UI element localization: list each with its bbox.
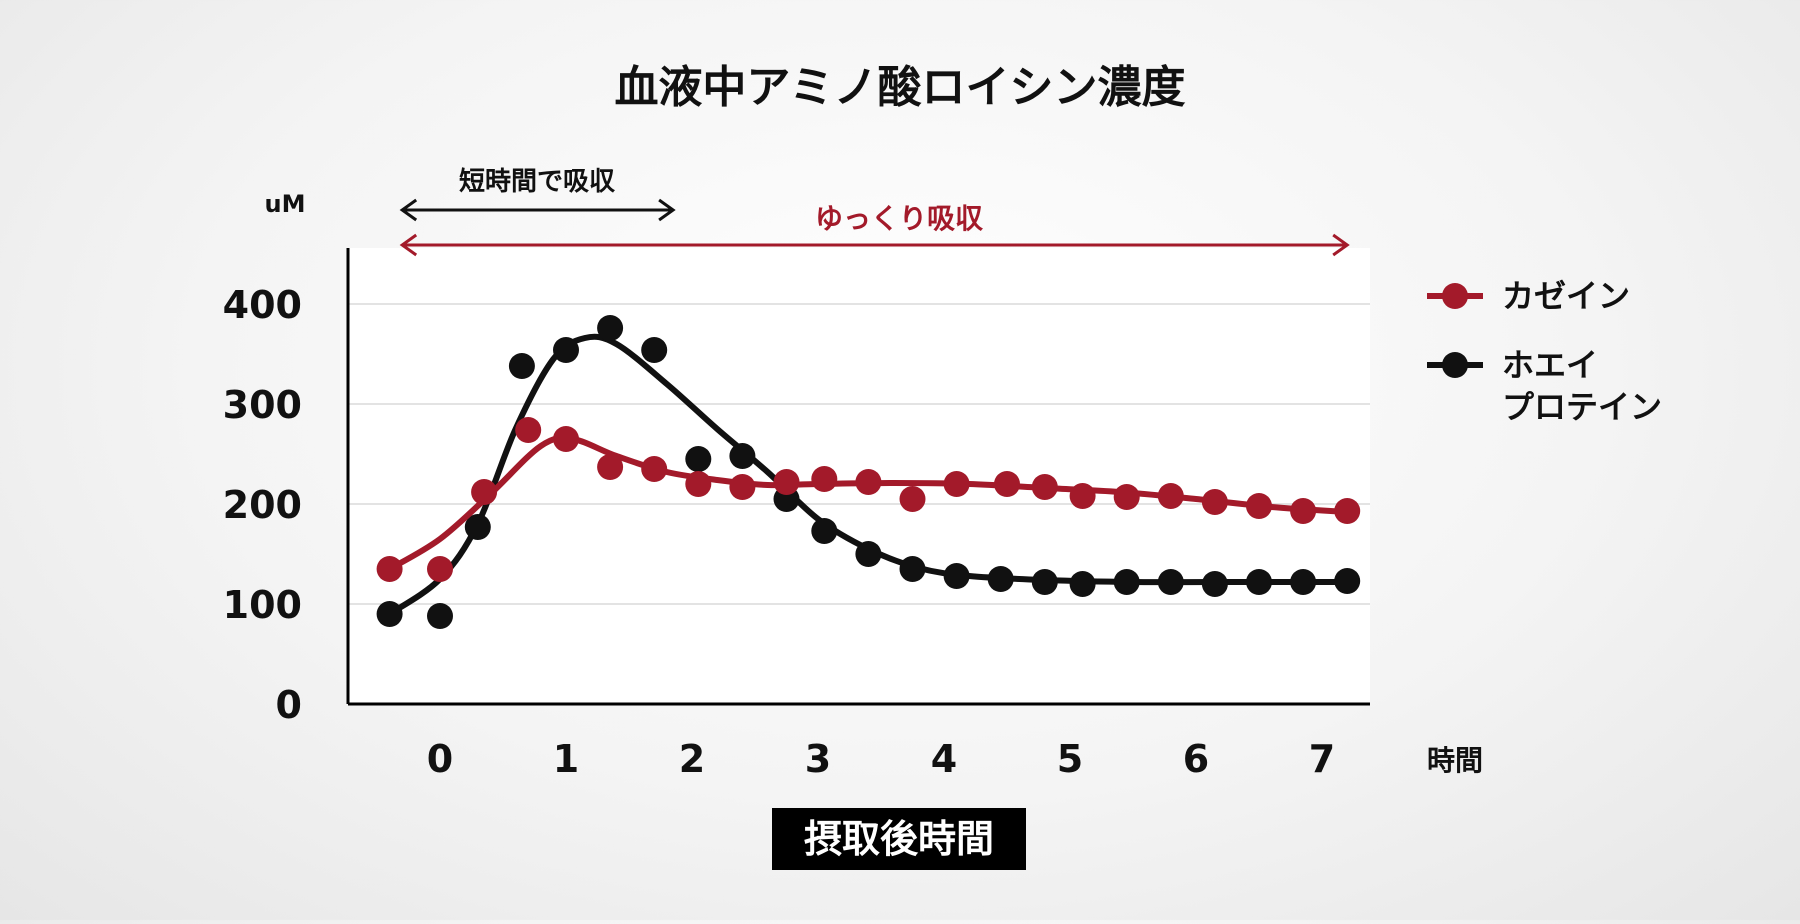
data-point-whey-15[interactable] xyxy=(1031,569,1058,595)
data-point-casein-20[interactable] xyxy=(1246,493,1272,519)
data-point-whey-18[interactable] xyxy=(1157,569,1184,595)
data-point-whey-17[interactable] xyxy=(1113,569,1140,595)
series-whey xyxy=(376,315,1361,629)
legend-label-casein: カゼイン xyxy=(1502,277,1630,315)
data-point-whey-14[interactable] xyxy=(987,566,1014,592)
data-point-casein-0[interactable] xyxy=(376,556,403,582)
data-point-casein-1[interactable] xyxy=(427,556,453,582)
y-tick-label-400: 400 xyxy=(223,283,302,327)
y-tick-label-300: 300 xyxy=(223,383,302,427)
data-point-casein-8[interactable] xyxy=(729,474,756,500)
data-point-whey-22[interactable] xyxy=(1334,568,1361,594)
annotation-slow-arrow-head-left xyxy=(399,233,418,257)
data-point-whey-11[interactable] xyxy=(855,541,882,567)
data-point-casein-9[interactable] xyxy=(773,469,800,495)
data-point-casein-21[interactable] xyxy=(1290,498,1317,524)
data-point-whey-10[interactable] xyxy=(811,518,838,544)
x-axis-title-background xyxy=(772,808,1026,870)
legend-label-whey-line1: ホエイ xyxy=(1502,346,1598,384)
x-tick-label-3: 3 xyxy=(805,737,831,781)
data-point-casein-15[interactable] xyxy=(1031,474,1058,500)
series-layer xyxy=(376,315,1361,629)
x-tick-label-6: 6 xyxy=(1183,737,1209,781)
y-tick-label-0: 0 xyxy=(276,683,302,727)
data-point-casein-18[interactable] xyxy=(1157,483,1184,509)
data-point-casein-6[interactable] xyxy=(641,456,668,482)
x-tick-labels: 0 1 2 3 4 5 6 7 xyxy=(427,737,1335,781)
data-point-casein-3[interactable] xyxy=(515,417,542,443)
data-point-whey-8[interactable] xyxy=(729,443,756,469)
axes xyxy=(346,248,1370,706)
data-point-whey-0[interactable] xyxy=(376,601,403,627)
data-point-whey-19[interactable] xyxy=(1201,571,1228,597)
x-tick-label-0: 0 xyxy=(427,737,453,781)
data-point-whey-13[interactable] xyxy=(943,563,970,589)
data-point-whey-2[interactable] xyxy=(464,514,491,540)
data-point-casein-2[interactable] xyxy=(471,479,498,505)
data-point-casein-10[interactable] xyxy=(811,466,838,492)
legend-item-whey[interactable]: ホエイ プロテイン xyxy=(1427,346,1662,426)
data-point-casein-5[interactable] xyxy=(597,454,624,480)
data-point-whey-4[interactable] xyxy=(553,337,579,363)
annotation-slow-arrow xyxy=(399,233,1350,257)
x-tick-label-5: 5 xyxy=(1057,737,1083,781)
x-axis-title-box: 摂取後時間 xyxy=(772,808,1026,870)
data-point-casein-17[interactable] xyxy=(1113,484,1140,510)
data-point-whey-12[interactable] xyxy=(899,556,926,582)
annotation-fast-label: 短時間で吸収 xyxy=(459,167,616,197)
data-point-casein-13[interactable] xyxy=(943,471,970,497)
x-tick-label-1: 1 xyxy=(553,737,579,781)
data-point-whey-6[interactable] xyxy=(641,337,668,363)
y-axis-unit-label: uM xyxy=(265,190,306,218)
data-point-whey-16[interactable] xyxy=(1069,571,1096,597)
legend-label-whey-line2: プロテイン xyxy=(1502,388,1662,426)
data-point-casein-7[interactable] xyxy=(685,471,712,497)
data-point-casein-16[interactable] xyxy=(1069,483,1096,509)
series-casein xyxy=(376,417,1361,582)
x-tick-label-2: 2 xyxy=(679,737,705,781)
data-point-casein-4[interactable] xyxy=(553,426,579,452)
data-point-whey-5[interactable] xyxy=(597,315,624,341)
chart-title: 血液中アミノ酸ロイシン濃度 xyxy=(614,62,1185,113)
grid-lines xyxy=(348,303,1370,605)
x-tick-label-4: 4 xyxy=(931,737,957,781)
data-point-whey-7[interactable] xyxy=(685,446,712,472)
annotations: 短時間で吸収 ゆっくり吸収 xyxy=(399,167,1350,257)
legend-marker-casein xyxy=(1442,283,1468,309)
annotation-fast-arrow-head-right xyxy=(658,198,676,222)
data-point-whey-20[interactable] xyxy=(1246,569,1272,595)
y-tick-label-200: 200 xyxy=(223,483,302,527)
legend: カゼイン ホエイ プロテイン xyxy=(1427,277,1662,426)
y-tick-labels: 0 100 200 300 400 xyxy=(223,283,302,727)
data-point-casein-11[interactable] xyxy=(855,469,882,495)
annotation-fast-arrow-head-left xyxy=(399,198,418,222)
annotation-fast-arrow xyxy=(399,198,676,222)
data-point-casein-12[interactable] xyxy=(899,486,926,512)
data-point-casein-14[interactable] xyxy=(994,471,1020,497)
annotation-slow-arrow-head-right xyxy=(1332,233,1350,257)
data-point-whey-21[interactable] xyxy=(1290,569,1317,595)
data-point-casein-19[interactable] xyxy=(1201,489,1228,515)
annotation-slow-label: ゆっくり吸収 xyxy=(815,202,984,235)
data-point-casein-22[interactable] xyxy=(1334,498,1361,524)
x-tick-label-7: 7 xyxy=(1309,737,1335,781)
x-axis-unit-label: 時間 xyxy=(1427,744,1483,777)
x-axis-title: 摂取後時間 xyxy=(804,817,994,861)
legend-item-casein[interactable]: カゼイン xyxy=(1427,277,1630,315)
y-tick-label-100: 100 xyxy=(223,583,302,627)
data-point-whey-1[interactable] xyxy=(427,603,453,629)
legend-marker-whey xyxy=(1442,352,1468,378)
data-point-whey-3[interactable] xyxy=(508,353,535,379)
